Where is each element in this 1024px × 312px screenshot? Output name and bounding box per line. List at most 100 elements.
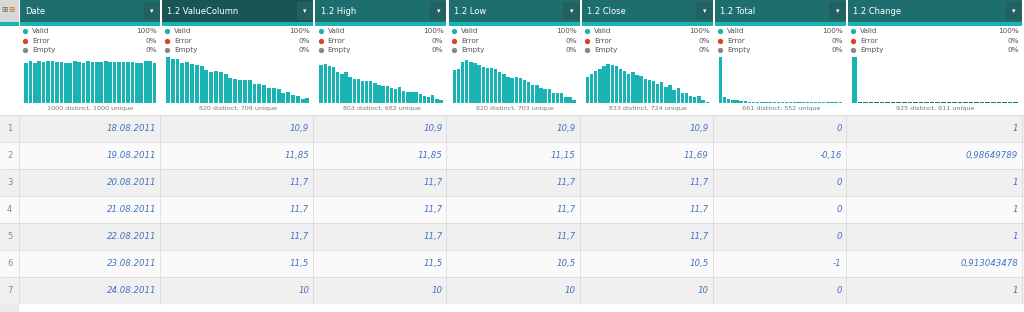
Bar xyxy=(205,70,208,103)
Bar xyxy=(618,69,623,103)
Bar xyxy=(582,26,713,56)
Bar xyxy=(465,60,468,103)
Text: 18.08.2011: 18.08.2011 xyxy=(106,124,156,133)
Bar xyxy=(248,80,252,103)
Bar xyxy=(810,102,813,103)
Text: Error: Error xyxy=(860,37,878,44)
Bar xyxy=(431,95,434,103)
Bar xyxy=(200,66,204,103)
Bar xyxy=(715,26,846,56)
Text: 0%: 0% xyxy=(432,46,443,53)
Bar xyxy=(473,63,476,103)
Bar xyxy=(328,66,331,103)
Bar xyxy=(315,26,446,56)
Text: 0%: 0% xyxy=(698,37,710,44)
Bar xyxy=(373,83,377,103)
Text: 100%: 100% xyxy=(998,28,1019,34)
Text: ▾: ▾ xyxy=(436,8,440,14)
Bar xyxy=(291,95,295,103)
Text: Empty: Empty xyxy=(461,46,484,53)
Bar xyxy=(802,102,805,103)
Text: ▾: ▾ xyxy=(1012,8,1016,14)
Text: 11,7: 11,7 xyxy=(290,205,309,214)
Bar xyxy=(506,77,510,103)
Bar xyxy=(647,80,651,103)
Text: 21.08.2011: 21.08.2011 xyxy=(106,205,156,214)
Text: 6: 6 xyxy=(7,259,12,268)
Bar xyxy=(930,102,935,103)
Bar xyxy=(985,102,990,103)
Bar xyxy=(826,102,829,103)
Bar xyxy=(117,62,121,103)
Text: 20.08.2011: 20.08.2011 xyxy=(106,178,156,187)
Text: 0%: 0% xyxy=(299,37,310,44)
Bar xyxy=(69,63,72,103)
Text: Valid: Valid xyxy=(328,28,345,34)
Bar xyxy=(109,61,112,103)
Bar xyxy=(276,89,281,103)
Bar xyxy=(598,69,601,103)
Text: 0: 0 xyxy=(837,178,842,187)
Bar xyxy=(228,78,232,103)
Bar xyxy=(29,61,32,103)
Bar xyxy=(457,69,460,103)
Bar xyxy=(166,57,170,103)
Bar xyxy=(635,76,639,103)
Bar xyxy=(243,80,247,103)
Bar xyxy=(162,26,313,56)
Text: 1.2 Low: 1.2 Low xyxy=(454,7,485,16)
Bar xyxy=(315,0,446,22)
Bar xyxy=(957,102,963,103)
Text: 1000 distinct, 1000 unique: 1000 distinct, 1000 unique xyxy=(47,106,134,111)
Bar xyxy=(0,115,1024,142)
Text: ▾: ▾ xyxy=(836,8,840,14)
Bar xyxy=(835,102,838,103)
Bar xyxy=(148,61,152,103)
Text: 1.2 Change: 1.2 Change xyxy=(853,7,901,16)
Bar xyxy=(59,62,63,103)
Text: 0%: 0% xyxy=(299,46,310,53)
Text: 661 distinct, 552 unique: 661 distinct, 552 unique xyxy=(741,106,820,111)
Bar xyxy=(20,56,160,104)
Text: Empty: Empty xyxy=(727,46,751,53)
Bar xyxy=(90,62,94,103)
Text: 100%: 100% xyxy=(822,28,843,34)
Text: 11,7: 11,7 xyxy=(290,232,309,241)
Text: Empty: Empty xyxy=(860,46,884,53)
Bar xyxy=(913,102,918,103)
Bar xyxy=(352,79,356,103)
Bar xyxy=(423,96,426,103)
Text: 1.2 ValueColumn: 1.2 ValueColumn xyxy=(167,7,239,16)
Bar xyxy=(706,102,709,103)
Text: 11,7: 11,7 xyxy=(556,232,575,241)
Bar xyxy=(527,82,530,103)
Text: 0%: 0% xyxy=(698,46,710,53)
Bar xyxy=(381,86,385,103)
Bar xyxy=(219,72,223,103)
Text: Valid: Valid xyxy=(33,28,50,34)
Bar xyxy=(798,102,801,103)
Bar xyxy=(55,62,58,103)
Text: Date: Date xyxy=(25,7,45,16)
Bar xyxy=(743,101,748,103)
Text: Valid: Valid xyxy=(174,28,191,34)
Text: 11,7: 11,7 xyxy=(423,232,442,241)
Bar xyxy=(652,81,655,103)
Bar xyxy=(315,22,446,26)
Bar xyxy=(502,74,506,103)
Bar xyxy=(586,77,589,103)
Bar xyxy=(519,78,522,103)
Text: 820 distinct, 709 unique: 820 distinct, 709 unique xyxy=(199,106,278,111)
Bar xyxy=(461,62,464,103)
Bar xyxy=(498,72,502,103)
Bar xyxy=(980,102,984,103)
Bar xyxy=(162,56,313,104)
Bar xyxy=(131,62,134,103)
Text: 11,7: 11,7 xyxy=(556,178,575,187)
Bar xyxy=(556,93,559,103)
Text: 0%: 0% xyxy=(1008,37,1019,44)
Bar xyxy=(752,102,756,103)
Text: Empty: Empty xyxy=(33,46,55,53)
Bar xyxy=(143,61,147,103)
Bar xyxy=(139,63,143,103)
